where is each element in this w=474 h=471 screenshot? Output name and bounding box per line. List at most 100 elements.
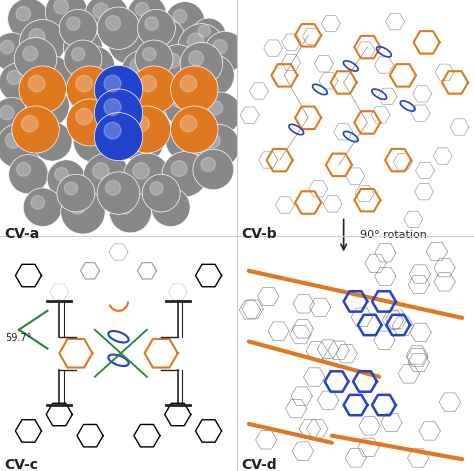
- Circle shape: [29, 29, 45, 45]
- Circle shape: [94, 89, 143, 137]
- Circle shape: [67, 17, 80, 30]
- Circle shape: [180, 42, 223, 85]
- Circle shape: [151, 188, 190, 227]
- Circle shape: [83, 54, 97, 68]
- Circle shape: [128, 0, 166, 33]
- Circle shape: [171, 161, 187, 177]
- Circle shape: [83, 154, 130, 200]
- Circle shape: [173, 130, 187, 143]
- Circle shape: [187, 33, 204, 49]
- Circle shape: [40, 130, 54, 143]
- Circle shape: [198, 25, 210, 37]
- Circle shape: [133, 115, 149, 132]
- Circle shape: [0, 106, 14, 120]
- Circle shape: [173, 94, 187, 108]
- Circle shape: [84, 0, 129, 39]
- Circle shape: [45, 0, 88, 33]
- Circle shape: [135, 2, 149, 16]
- Circle shape: [196, 124, 240, 168]
- Circle shape: [73, 120, 116, 162]
- Circle shape: [120, 120, 164, 163]
- Circle shape: [26, 84, 69, 128]
- Circle shape: [193, 149, 234, 190]
- Circle shape: [55, 168, 68, 181]
- Circle shape: [80, 96, 92, 108]
- Circle shape: [189, 51, 203, 65]
- Circle shape: [104, 75, 121, 92]
- Circle shape: [57, 174, 95, 212]
- Circle shape: [61, 190, 105, 234]
- Circle shape: [54, 0, 68, 14]
- Circle shape: [142, 174, 180, 212]
- Circle shape: [66, 66, 114, 113]
- Circle shape: [180, 115, 197, 132]
- Circle shape: [66, 99, 114, 146]
- Circle shape: [123, 153, 171, 200]
- Circle shape: [201, 63, 215, 77]
- Circle shape: [16, 7, 30, 21]
- Circle shape: [82, 129, 97, 144]
- Circle shape: [165, 53, 180, 68]
- Circle shape: [171, 66, 218, 113]
- Text: CV-b: CV-b: [242, 227, 277, 241]
- Circle shape: [31, 195, 45, 209]
- Circle shape: [94, 65, 143, 114]
- Circle shape: [73, 89, 107, 123]
- Circle shape: [135, 94, 149, 108]
- Circle shape: [21, 115, 38, 132]
- Circle shape: [0, 97, 32, 138]
- Circle shape: [0, 32, 31, 71]
- Circle shape: [7, 71, 21, 84]
- Circle shape: [213, 40, 227, 54]
- Circle shape: [171, 106, 218, 153]
- Circle shape: [178, 24, 225, 71]
- Circle shape: [32, 56, 72, 95]
- Circle shape: [93, 3, 109, 19]
- Circle shape: [64, 28, 102, 66]
- Circle shape: [0, 63, 39, 102]
- Circle shape: [150, 182, 163, 195]
- Circle shape: [109, 191, 151, 233]
- Circle shape: [23, 188, 62, 227]
- Circle shape: [106, 180, 120, 195]
- Circle shape: [64, 182, 78, 195]
- Circle shape: [208, 100, 222, 115]
- Circle shape: [40, 64, 54, 77]
- Circle shape: [71, 35, 85, 49]
- Circle shape: [32, 122, 72, 161]
- Circle shape: [70, 199, 85, 214]
- Circle shape: [191, 18, 226, 53]
- Circle shape: [205, 133, 220, 148]
- Circle shape: [12, 106, 59, 153]
- Circle shape: [199, 92, 242, 134]
- Circle shape: [47, 160, 86, 198]
- Circle shape: [97, 172, 140, 214]
- Circle shape: [165, 1, 205, 41]
- Circle shape: [155, 26, 168, 40]
- Text: 59.7°: 59.7°: [5, 333, 31, 343]
- Circle shape: [97, 7, 140, 49]
- Circle shape: [173, 9, 187, 23]
- Circle shape: [156, 45, 199, 87]
- Text: CV-d: CV-d: [242, 458, 277, 471]
- Circle shape: [23, 46, 37, 61]
- Text: 90° rotation: 90° rotation: [360, 230, 427, 241]
- Circle shape: [9, 154, 48, 194]
- Circle shape: [118, 199, 132, 214]
- Circle shape: [147, 19, 185, 57]
- Circle shape: [180, 75, 197, 92]
- Circle shape: [164, 85, 206, 127]
- Circle shape: [145, 17, 158, 30]
- Circle shape: [122, 50, 163, 91]
- Circle shape: [140, 75, 156, 92]
- Circle shape: [59, 9, 97, 47]
- Circle shape: [0, 123, 42, 169]
- Text: CV-a: CV-a: [5, 227, 40, 241]
- Circle shape: [34, 93, 50, 108]
- Circle shape: [19, 66, 66, 113]
- Circle shape: [104, 98, 121, 115]
- Circle shape: [92, 162, 109, 179]
- Circle shape: [137, 9, 175, 47]
- Circle shape: [64, 40, 102, 78]
- Circle shape: [166, 122, 204, 160]
